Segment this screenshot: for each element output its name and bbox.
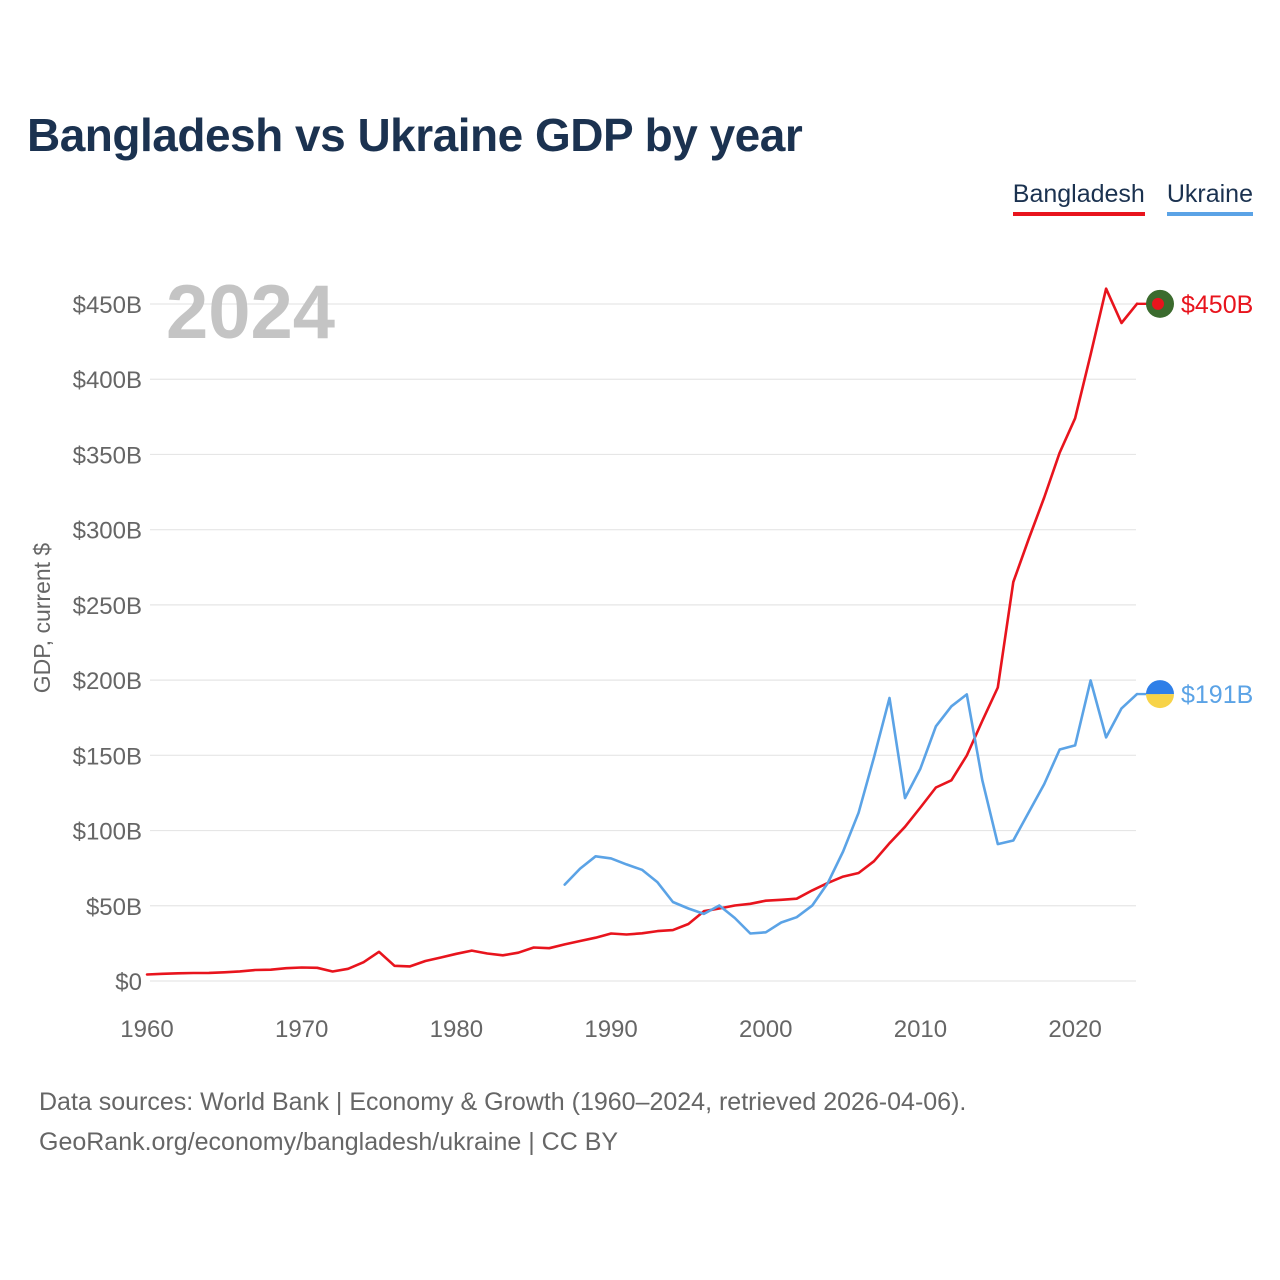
end-value-label: $191B [1181,681,1253,709]
end-value-label: $450B [1181,291,1253,319]
ukraine-flag [1146,680,1174,709]
y-tick-label: $450B [73,292,142,319]
y-tick-label: $200B [73,668,142,695]
end-labels: $450B $191B [1137,289,1253,709]
x-tick-label: 2000 [739,1016,792,1043]
flag-bottom [1146,694,1174,709]
y-tick-label: $50B [86,894,142,921]
footer: Data sources: World Bank | Economy & Gro… [39,1082,966,1162]
series-line-ukraine[interactable] [563,679,1139,935]
footer-url: GeoRank.org/economy/bangladesh/ukraine |… [39,1128,619,1156]
year-watermark: 2024 [166,270,335,355]
y-axis-label: GDP, current $ [29,543,55,694]
gridlines [150,303,1136,982]
bangladesh-flag [1146,289,1174,318]
legend: Bangladesh Ukraine [1012,180,1253,216]
y-tick-label: $400B [73,367,142,394]
x-tick-label: 1980 [430,1016,483,1043]
chart-area: 2024 $0 $50B $100B $150B $200B $250B $300B $350… [29,270,1253,1043]
y-axis: $0 $50B $100B $150B $200B $250B $300B $350B $400… [73,292,142,996]
chart-title: Bangladesh vs Ukraine GDP by year [27,109,803,161]
series [145,287,1139,976]
y-tick-label: $350B [73,442,142,469]
x-tick-label: 1990 [584,1016,637,1043]
x-axis: 1960 1970 1980 1990 2000 2010 2020 [120,1016,1102,1043]
legend-item-bangladesh[interactable]: Bangladesh [1012,180,1145,216]
y-tick-label: $250B [73,593,142,620]
x-tick-label: 1970 [275,1016,328,1043]
y-tick-label: $0 [115,969,142,996]
flag-top [1146,680,1174,695]
x-tick-label: 2020 [1048,1016,1101,1043]
legend-item-ukraine[interactable]: Ukraine [1166,180,1253,216]
y-tick-label: $100B [73,819,142,846]
series-line-bangladesh[interactable] [145,287,1139,976]
x-tick-label: 1960 [120,1016,173,1043]
y-tick-label: $150B [73,743,142,770]
y-tick-label: $300B [73,518,142,545]
footer-sources: Data sources: World Bank | Economy & Gro… [39,1088,967,1116]
flag-disc [1152,297,1164,310]
x-tick-label: 2010 [894,1016,947,1043]
